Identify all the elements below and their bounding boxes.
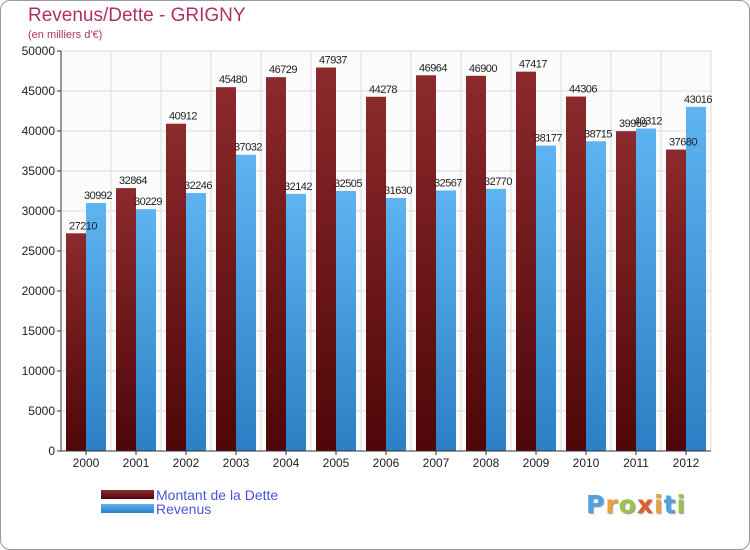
x-tick-label: 2010 — [573, 456, 600, 470]
logo-letter: o — [618, 490, 637, 519]
bar-revenus — [236, 154, 256, 451]
y-tick-label: 5000 — [28, 404, 55, 418]
x-tick-label: 2006 — [373, 456, 400, 470]
y-tick-label: 20000 — [22, 284, 56, 298]
logo-letter: t — [663, 490, 677, 519]
proxiti-logo: Proxiti — [586, 490, 686, 519]
data-label-dette: 40912 — [169, 111, 197, 123]
legend-swatch-revenus — [101, 504, 154, 513]
bar-revenus — [336, 190, 356, 451]
data-label-dette: 47417 — [519, 59, 547, 71]
x-tick-label: 2009 — [523, 456, 550, 470]
data-label-dette: 32864 — [119, 175, 147, 187]
x-tick-label: 2007 — [423, 456, 450, 470]
x-tick-label: 2008 — [473, 456, 500, 470]
x-tick-label: 2003 — [223, 456, 250, 470]
data-label-dette: 46964 — [419, 62, 447, 74]
bar-dette — [516, 71, 536, 451]
data-label-dette: 44278 — [369, 84, 397, 96]
data-label-revenus: 30992 — [84, 190, 112, 202]
logo-letter: i — [676, 490, 687, 519]
data-label-dette: 45480 — [219, 74, 247, 86]
bar-dette — [266, 77, 286, 451]
data-label-revenus: 43016 — [684, 94, 712, 106]
bar-dette — [366, 96, 386, 451]
y-tick-label: 35000 — [22, 164, 56, 178]
y-tick-label: 0 — [48, 444, 55, 458]
bar-revenus — [286, 193, 306, 451]
x-tick-label: 2012 — [673, 456, 700, 470]
data-label-revenus: 32770 — [484, 176, 512, 188]
bar-dette — [566, 96, 586, 451]
bar-dette — [616, 131, 636, 452]
data-label-revenus: 38715 — [584, 128, 612, 140]
bar-revenus — [586, 141, 606, 451]
x-tick-label: 2001 — [123, 456, 150, 470]
bar-revenus — [436, 190, 456, 452]
x-tick-label: 2011 — [623, 456, 649, 470]
bar-dette — [466, 75, 486, 452]
y-tick-label: 45000 — [22, 84, 56, 98]
legend-label-dette: Montant de la Dette — [156, 487, 279, 503]
bar-dette — [166, 123, 186, 451]
data-label-revenus: 40312 — [634, 116, 662, 128]
bar-revenus — [86, 203, 106, 451]
logo-letter: r — [605, 490, 619, 519]
data-label-dette: 37680 — [669, 137, 697, 149]
x-tick-label: 2002 — [173, 456, 200, 470]
data-label-revenus: 37032 — [234, 142, 262, 154]
y-tick-label: 30000 — [22, 204, 56, 218]
data-label-dette: 44306 — [569, 84, 597, 96]
data-label-revenus: 32142 — [284, 181, 312, 193]
bar-dette — [666, 149, 686, 451]
x-tick-label: 2004 — [273, 456, 300, 470]
data-label-dette: 46729 — [269, 64, 297, 76]
x-tick-label: 2005 — [323, 456, 350, 470]
bar-revenus — [686, 106, 706, 451]
bar-dette — [416, 75, 436, 452]
bar-dette — [116, 188, 136, 451]
data-label-revenus: 38177 — [534, 133, 562, 145]
data-label-revenus: 31630 — [384, 185, 412, 197]
x-tick-label: 2000 — [73, 456, 100, 470]
logo-letter: i — [654, 490, 664, 519]
y-tick-label: 10000 — [22, 364, 56, 378]
bar-revenus — [186, 193, 206, 452]
y-tick-label: 15000 — [22, 324, 56, 338]
bar-dette — [66, 233, 86, 451]
bar-revenus — [636, 128, 656, 451]
bar-dette — [216, 87, 236, 451]
data-label-revenus: 32246 — [184, 180, 212, 192]
chart-subtitle: (en milliers d'€) — [28, 29, 103, 41]
y-tick-label: 50000 — [22, 44, 56, 58]
logo-letter: x — [636, 490, 654, 519]
bar-revenus — [136, 209, 156, 451]
legend-swatch-dette — [101, 490, 154, 499]
data-label-dette: 27210 — [69, 220, 97, 232]
data-label-revenus: 30229 — [134, 196, 162, 208]
bar-dette — [316, 67, 336, 451]
logo-letter: P — [586, 490, 606, 519]
chart-title: Revenus/Dette - GRIGNY — [28, 5, 246, 26]
y-tick-label: 25000 — [22, 244, 56, 258]
data-label-dette: 39969 — [619, 118, 647, 130]
bar-revenus — [486, 188, 506, 451]
y-tick-label: 40000 — [22, 124, 56, 138]
bar-revenus — [536, 145, 556, 452]
bar-revenus — [386, 197, 406, 451]
data-label-dette: 46900 — [469, 63, 497, 75]
data-label-revenus: 32505 — [334, 178, 362, 190]
legend-label-revenus: Revenus — [156, 501, 212, 517]
data-label-dette: 47937 — [319, 55, 347, 67]
data-label-revenus: 32567 — [434, 177, 462, 189]
